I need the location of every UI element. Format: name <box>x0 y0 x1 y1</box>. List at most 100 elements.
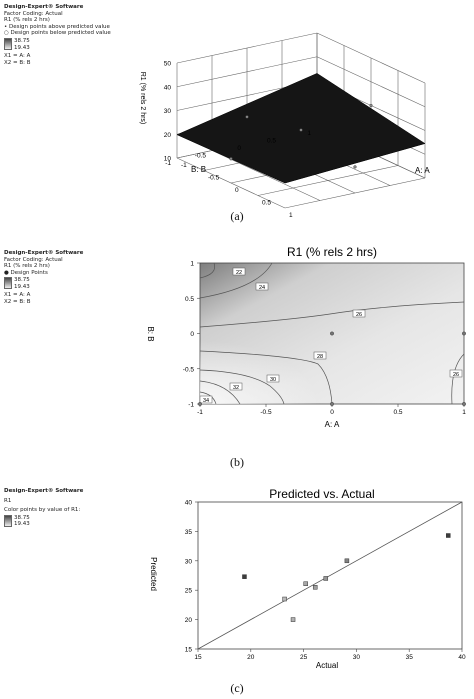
y-tick-label: 0 <box>190 331 194 338</box>
x-tick-label: 25 <box>300 654 308 661</box>
caption-b: (b) <box>230 455 244 469</box>
y-tick-label: -1 <box>165 160 171 167</box>
contour-label: 32 <box>229 382 243 391</box>
floor-grid-line <box>257 165 399 196</box>
y-tick-label: 35 <box>185 529 193 536</box>
color-scale: 38.75 19.43 <box>4 277 83 290</box>
data-point <box>344 558 350 564</box>
design-point <box>198 402 202 406</box>
data-point <box>303 581 308 586</box>
x-tick-label: 15 <box>194 654 202 661</box>
wall-grid-line <box>176 56 318 88</box>
design-point <box>353 165 357 169</box>
color-scale-swatch <box>4 277 12 290</box>
x-tick-label: 1 <box>289 212 293 219</box>
svg-text:22: 22 <box>236 270 242 276</box>
data-point <box>323 576 329 581</box>
z-tick-label: 50 <box>164 61 172 68</box>
factor-x1: X1 = A: A <box>4 52 31 59</box>
contour-label: 28 <box>313 351 327 360</box>
factor-coding: Factor Coding: Actual <box>4 256 63 263</box>
data-points <box>242 533 451 622</box>
contour-line-28 <box>199 350 333 405</box>
contour-plot: R1 (% rels 2 hrs) 22 24 26 26 28 30 32 34 -1 -0.… <box>146 245 466 429</box>
contour-label: 30 <box>266 374 280 383</box>
x-tick-label: -0.5 <box>260 409 272 416</box>
color-scale: 38.75 19.43 <box>4 37 111 51</box>
svg-text:32: 32 <box>233 385 239 391</box>
legend-above: • Design points above predicted value <box>4 23 110 30</box>
x-tick-label: 0.5 <box>262 200 271 207</box>
color-scale-swatch <box>4 37 12 50</box>
x-tick-label: 40 <box>458 654 466 661</box>
x-tick-label: 0 <box>330 409 334 416</box>
x-tick-label: 35 <box>406 654 414 661</box>
z-tick-label: 30 <box>164 108 172 115</box>
reference-line <box>197 501 463 650</box>
wall-grid-line <box>176 32 318 64</box>
y-axis-label: B: B <box>146 326 155 341</box>
software-title: Design-Expert® Software <box>4 488 84 494</box>
y-tick-label: 15 <box>185 647 193 654</box>
design-points <box>198 331 466 406</box>
x-axis-label: A: A <box>325 420 340 429</box>
axis-ticks: -1 -0.5 0 0.5 1 -1 -0.5 0 0.5 1 <box>183 261 466 417</box>
surface-plot: 10 20 30 40 50 -1 -0.5 0 0.5 1 -1 -0.5 0 0.5 1 R1 (% r… <box>139 32 430 219</box>
panel-b: Design-Expert® Software Factor Coding: A… <box>0 236 474 469</box>
caption-a: (a) <box>230 209 244 223</box>
y-tick-label: 0.5 <box>185 296 194 303</box>
panel-c-sidebar: Design-Expert® Software R1 Color points … <box>4 488 83 527</box>
svg-text:26: 26 <box>356 312 362 318</box>
x-tick-label: 0 <box>235 187 239 194</box>
panel-a: Design-Expert® Software Factor Coding: A… <box>0 0 474 223</box>
panel-a-sidebar: Design-Expert® Software Factor Coding: A… <box>4 4 111 66</box>
x-tick-label: 30 <box>353 654 361 661</box>
z-tick-label: 10 <box>164 156 172 163</box>
y-tick-label: -1 <box>188 402 194 409</box>
design-point <box>462 331 466 336</box>
contour-label: 22 <box>232 267 246 276</box>
data-point <box>282 596 287 602</box>
chart-title: Predicted vs. Actual <box>269 487 374 501</box>
software-title: Design-Expert® Software <box>4 4 84 10</box>
y-tick-label: 0.5 <box>267 138 276 145</box>
software-title: Design-Expert® Software <box>4 250 84 256</box>
svg-text:26: 26 <box>453 372 459 378</box>
x-tick-label: 0.5 <box>393 409 402 416</box>
y-tick-label: 30 <box>185 558 193 565</box>
response-name: R1 (% rels 2 hrs) <box>4 17 50 24</box>
range-high: 38.75 <box>14 37 30 44</box>
wall-grid-line <box>316 56 426 108</box>
contour-label: 24 <box>255 282 269 291</box>
z-tick-label: 20 <box>164 132 172 139</box>
x-tick-label: 1 <box>462 409 466 416</box>
x-tick-label: -0.5 <box>208 175 220 182</box>
caption-c: (c) <box>230 681 244 695</box>
surface-marks: 10 20 30 40 50 -1 -0.5 0 0.5 1 -1 -0.5 0 0.5 1 <box>164 61 373 219</box>
contour-line-26-top <box>199 301 465 328</box>
svg-text:34: 34 <box>203 398 209 404</box>
svg-text:30: 30 <box>270 377 276 383</box>
z-axis-label: R1 (% rels 2 hrs) <box>139 72 146 125</box>
y-axis-label: B: B <box>191 165 206 174</box>
y-tick-label: -0.5 <box>195 153 207 160</box>
floor-grid-line <box>284 177 426 209</box>
contour-lines <box>199 262 465 405</box>
y-tick-label: 1 <box>307 130 311 137</box>
design-point <box>330 402 334 406</box>
contour-label: 34 <box>199 395 213 404</box>
factor-x1: X1 = A: A <box>4 292 31 299</box>
design-point <box>462 402 466 406</box>
chart-title: R1 (% rels 2 hrs) <box>287 245 377 259</box>
data-point <box>242 574 247 579</box>
y-tick-label: 40 <box>185 500 193 507</box>
y-tick-label: 25 <box>185 588 193 595</box>
axis-ticks: 15 20 25 30 35 40 15 20 25 30 35 40 <box>185 500 466 662</box>
contour-line-22 <box>199 262 216 279</box>
data-point <box>446 533 451 538</box>
contour-labels: 22 24 26 26 28 30 32 34 <box>199 267 463 404</box>
range-high: 38.75 <box>14 277 30 284</box>
x-axis-label: Actual <box>316 661 338 670</box>
data-point <box>312 585 318 590</box>
data-point <box>290 617 296 622</box>
